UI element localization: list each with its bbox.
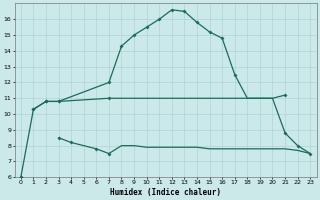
X-axis label: Humidex (Indice chaleur): Humidex (Indice chaleur) bbox=[110, 188, 221, 197]
